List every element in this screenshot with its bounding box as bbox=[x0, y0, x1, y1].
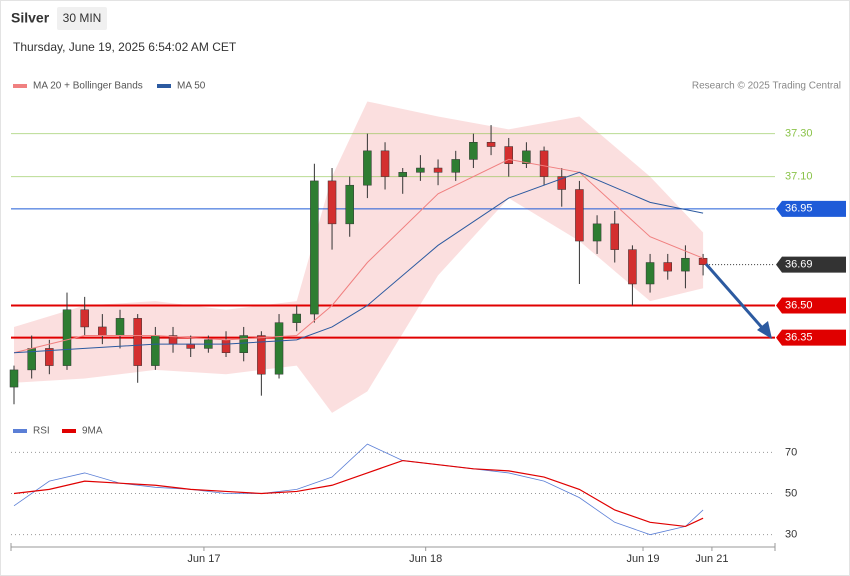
title: Silver bbox=[11, 10, 50, 26]
candle-body bbox=[628, 249, 637, 285]
candle-body bbox=[345, 184, 354, 225]
interval: 30 MIN bbox=[63, 11, 102, 25]
y-tick-label: 50 bbox=[785, 487, 797, 499]
candle-body bbox=[380, 150, 390, 177]
level-label: 36.35 bbox=[785, 332, 813, 344]
legend-swatch bbox=[13, 84, 27, 88]
legend-label: RSI bbox=[33, 426, 50, 437]
x-tick-label: Jun 18 bbox=[409, 553, 442, 565]
x-tick-label: Jun 21 bbox=[695, 553, 728, 565]
forecast-arrowhead bbox=[757, 321, 772, 339]
candle-body bbox=[416, 167, 425, 173]
rsi-line bbox=[13, 443, 704, 536]
level-label: 36.50 bbox=[785, 299, 813, 311]
candle-body bbox=[292, 313, 301, 323]
legend-label: MA 20 + Bollinger Bands bbox=[33, 81, 143, 92]
x-tick-label: Jun 19 bbox=[626, 553, 659, 565]
legend-label: MA 50 bbox=[177, 81, 206, 92]
candle-body bbox=[433, 167, 443, 173]
candle-body bbox=[115, 318, 125, 336]
candle-body bbox=[186, 343, 195, 349]
candle-body bbox=[327, 180, 337, 225]
x-tick-label: Jun 17 bbox=[187, 553, 220, 565]
level-label: 36.95 bbox=[785, 203, 813, 215]
y-tick-label: 70 bbox=[785, 446, 797, 458]
candle-body bbox=[575, 189, 584, 242]
y-tick-label: 30 bbox=[785, 529, 797, 541]
legend-swatch bbox=[157, 84, 171, 88]
candle-body bbox=[451, 159, 460, 173]
level-box bbox=[776, 200, 846, 217]
candle-body bbox=[310, 180, 319, 315]
candle-body bbox=[274, 322, 284, 375]
candle-body bbox=[645, 262, 655, 285]
level-label: 37.10 bbox=[785, 171, 813, 183]
candle-body bbox=[522, 150, 531, 164]
candle-body bbox=[45, 348, 54, 366]
level-box bbox=[776, 256, 846, 273]
candle-body bbox=[257, 335, 266, 375]
candle-body bbox=[9, 369, 19, 388]
candle-body bbox=[80, 309, 89, 328]
candle-body bbox=[151, 335, 160, 366]
candle-body bbox=[98, 326, 107, 336]
legend-swatch bbox=[13, 429, 27, 433]
candle-body bbox=[557, 176, 566, 190]
level-box bbox=[776, 329, 846, 346]
ma-line bbox=[13, 158, 704, 354]
candle-body bbox=[239, 335, 248, 353]
candle-body bbox=[486, 141, 496, 147]
level-label: 37.30 bbox=[785, 128, 813, 140]
candle-body bbox=[363, 150, 372, 186]
interval-badge bbox=[57, 7, 107, 30]
datetime: Thursday, June 19, 2025 6:54:02 AM CET bbox=[13, 40, 237, 54]
candle-body bbox=[469, 141, 478, 160]
rsi-line bbox=[13, 459, 704, 528]
bollinger-band bbox=[14, 101, 704, 413]
legend-label: 9MA bbox=[82, 426, 103, 437]
candle-body bbox=[133, 318, 142, 366]
level-box bbox=[776, 297, 846, 314]
candle-body bbox=[62, 309, 72, 366]
candle-body bbox=[681, 257, 690, 272]
candle-body bbox=[221, 339, 231, 353]
candle-body bbox=[698, 257, 708, 265]
legend-swatch bbox=[62, 429, 76, 433]
level-label: 36.69 bbox=[785, 259, 813, 271]
candle-body bbox=[610, 223, 619, 250]
forecast-arrow bbox=[704, 263, 767, 332]
candle-body bbox=[504, 146, 513, 164]
candle-body bbox=[539, 150, 549, 177]
ma-line bbox=[13, 171, 704, 354]
candle-body bbox=[398, 172, 407, 177]
candle-body bbox=[663, 262, 673, 272]
candle-body bbox=[592, 223, 602, 242]
credit: Research © 2025 Trading Central bbox=[692, 81, 841, 92]
